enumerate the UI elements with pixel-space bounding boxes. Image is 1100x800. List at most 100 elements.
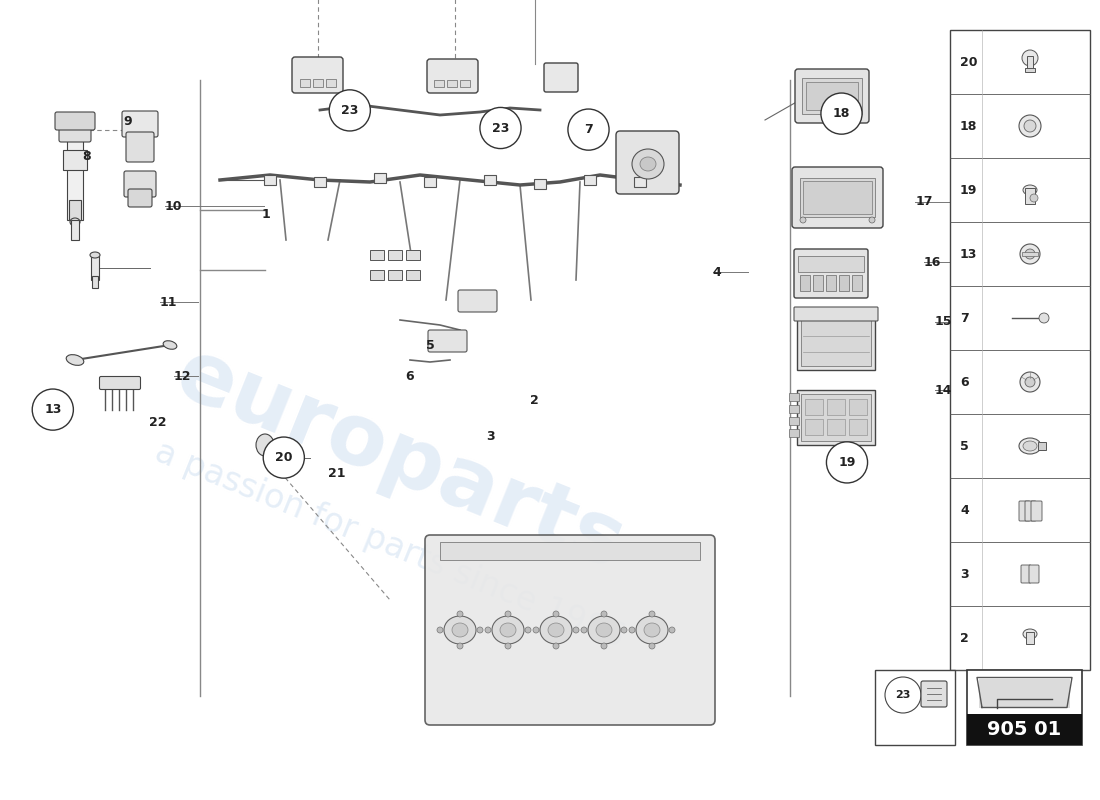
- FancyBboxPatch shape: [428, 330, 468, 352]
- Text: 16: 16: [924, 256, 942, 269]
- Circle shape: [505, 643, 512, 649]
- Circle shape: [800, 217, 806, 223]
- Text: europarts: europarts: [164, 332, 636, 588]
- Bar: [63, 150, 87, 170]
- Circle shape: [601, 643, 607, 649]
- Ellipse shape: [644, 623, 660, 637]
- Circle shape: [581, 627, 587, 633]
- Circle shape: [32, 389, 74, 430]
- Ellipse shape: [66, 354, 84, 366]
- Bar: [72, 220, 79, 240]
- Text: 23: 23: [895, 690, 911, 700]
- FancyBboxPatch shape: [425, 535, 715, 725]
- Text: 21: 21: [328, 467, 345, 480]
- Bar: [634, 177, 646, 187]
- Bar: [801, 316, 871, 366]
- Circle shape: [1019, 115, 1041, 137]
- Circle shape: [669, 627, 675, 633]
- FancyBboxPatch shape: [122, 111, 158, 137]
- Bar: [826, 275, 836, 291]
- Bar: [440, 542, 700, 560]
- Text: 13: 13: [44, 403, 62, 416]
- Bar: [270, 442, 276, 470]
- FancyBboxPatch shape: [794, 307, 878, 321]
- Bar: [1022, 252, 1038, 256]
- Ellipse shape: [1023, 441, 1037, 451]
- Ellipse shape: [588, 616, 620, 644]
- FancyBboxPatch shape: [292, 57, 343, 93]
- Text: 6: 6: [960, 375, 969, 389]
- Circle shape: [485, 627, 491, 633]
- Text: 2: 2: [530, 394, 539, 406]
- Text: 19: 19: [838, 456, 856, 469]
- Text: 10: 10: [165, 200, 183, 213]
- Text: 12: 12: [174, 370, 191, 382]
- Ellipse shape: [636, 616, 668, 644]
- Bar: [874, 670, 955, 745]
- Text: 3: 3: [486, 430, 495, 442]
- Text: a passion for parts since 1985: a passion for parts since 1985: [151, 435, 630, 654]
- Bar: [849, 419, 867, 435]
- Circle shape: [1030, 194, 1038, 202]
- FancyBboxPatch shape: [1019, 501, 1030, 521]
- Circle shape: [649, 643, 654, 649]
- Text: 905 01: 905 01: [988, 720, 1062, 738]
- Bar: [802, 78, 862, 114]
- Text: 11: 11: [160, 296, 177, 309]
- Circle shape: [621, 627, 627, 633]
- Bar: [789, 393, 799, 401]
- Bar: [92, 276, 98, 288]
- Bar: [789, 429, 799, 437]
- Bar: [326, 79, 336, 87]
- FancyBboxPatch shape: [544, 63, 578, 92]
- Bar: [424, 177, 436, 187]
- Ellipse shape: [452, 623, 468, 637]
- Bar: [827, 419, 845, 435]
- Ellipse shape: [548, 623, 564, 637]
- Text: 8: 8: [82, 150, 91, 162]
- Circle shape: [1025, 249, 1035, 259]
- Bar: [849, 399, 867, 415]
- Ellipse shape: [1019, 438, 1041, 454]
- Bar: [813, 275, 823, 291]
- Text: 5: 5: [960, 439, 969, 453]
- FancyBboxPatch shape: [795, 69, 869, 123]
- Text: 4: 4: [960, 503, 969, 517]
- Bar: [447, 80, 456, 87]
- Circle shape: [869, 217, 874, 223]
- Bar: [1026, 632, 1034, 644]
- Bar: [434, 80, 444, 87]
- Text: 23: 23: [341, 104, 359, 117]
- FancyBboxPatch shape: [59, 120, 91, 142]
- Bar: [967, 670, 1082, 745]
- Text: 20: 20: [275, 451, 293, 464]
- Bar: [584, 175, 596, 185]
- Bar: [967, 714, 1082, 745]
- Bar: [800, 178, 874, 217]
- FancyBboxPatch shape: [55, 112, 95, 130]
- Text: 15: 15: [935, 315, 953, 328]
- Ellipse shape: [90, 252, 100, 258]
- Bar: [827, 399, 845, 415]
- Circle shape: [1040, 313, 1049, 323]
- FancyBboxPatch shape: [126, 132, 154, 162]
- Bar: [69, 200, 81, 220]
- Text: 1: 1: [262, 208, 271, 221]
- Bar: [1025, 188, 1035, 204]
- Bar: [789, 405, 799, 413]
- Ellipse shape: [632, 149, 664, 179]
- Circle shape: [1020, 244, 1040, 264]
- FancyBboxPatch shape: [616, 131, 679, 194]
- Bar: [805, 399, 823, 415]
- Bar: [1027, 56, 1033, 70]
- Circle shape: [1025, 377, 1035, 387]
- Bar: [388, 250, 401, 260]
- Text: 4: 4: [713, 266, 722, 278]
- Bar: [789, 417, 799, 425]
- Ellipse shape: [444, 616, 476, 644]
- FancyBboxPatch shape: [792, 167, 883, 228]
- Ellipse shape: [540, 616, 572, 644]
- Circle shape: [821, 93, 862, 134]
- Circle shape: [1024, 120, 1036, 132]
- Circle shape: [649, 611, 654, 617]
